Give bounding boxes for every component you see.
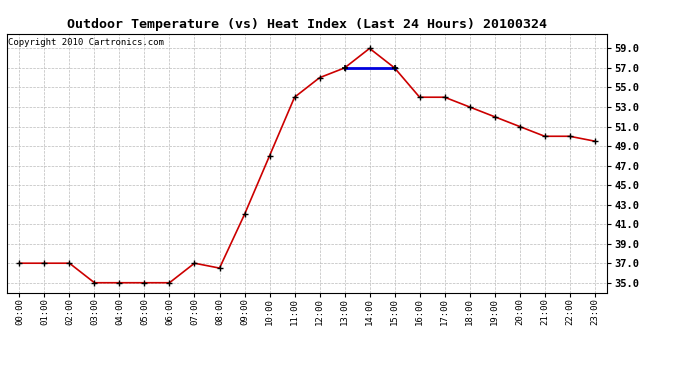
Text: Copyright 2010 Cartronics.com: Copyright 2010 Cartronics.com (8, 38, 164, 46)
Title: Outdoor Temperature (vs) Heat Index (Last 24 Hours) 20100324: Outdoor Temperature (vs) Heat Index (Las… (67, 18, 547, 31)
